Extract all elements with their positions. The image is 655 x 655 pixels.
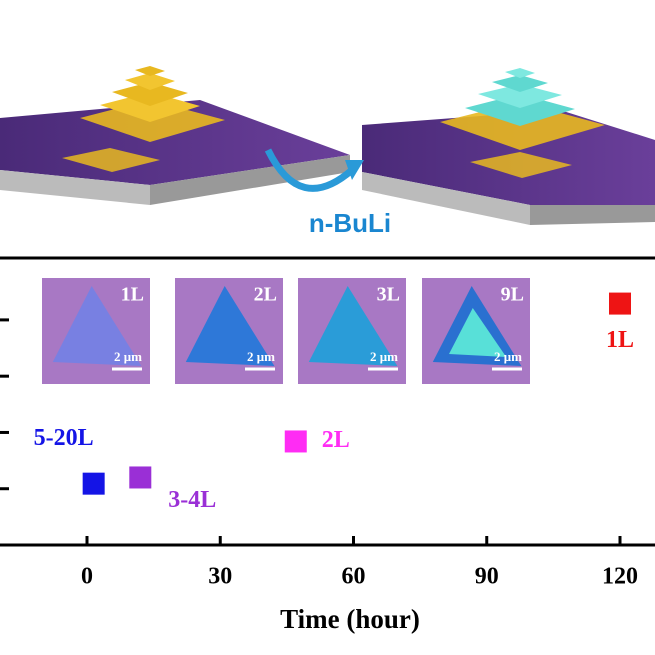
inset-label: 1L: [121, 284, 144, 306]
point: [129, 466, 152, 489]
flake: [52, 286, 142, 366]
flake: [308, 286, 398, 366]
scale-bar-label: 2 μm: [114, 349, 142, 364]
arrowhead: [345, 160, 364, 180]
x-axis-label: Time (hour): [280, 604, 420, 634]
point: [284, 430, 307, 453]
flake: [185, 286, 275, 366]
x-tick-label: 60: [342, 564, 366, 590]
scale-bar-label: 2 μm: [370, 349, 398, 364]
inset-label: 3L: [377, 284, 400, 306]
schematic-left: [0, 66, 350, 205]
reagent-label: n-BuLi: [309, 208, 391, 238]
series-label: 1L: [606, 327, 634, 353]
point: [609, 292, 631, 315]
inset-label: 2L: [254, 284, 277, 306]
series-label: 3-4L: [168, 487, 216, 513]
x-tick-label: 90: [475, 564, 499, 590]
point: [82, 472, 105, 495]
scale-bar-label: 2 μm: [494, 349, 522, 364]
schematic-right: [362, 68, 655, 225]
scale-bar-label: 2 μm: [247, 349, 275, 364]
x-tick-label: 0: [81, 564, 93, 590]
x-tick-label: 120: [602, 564, 638, 590]
series-label: 5-20L: [34, 425, 94, 451]
flake-core: [449, 308, 507, 357]
series-label: 2L: [322, 427, 350, 453]
inset-label: 9L: [501, 284, 524, 306]
x-tick-label: 30: [208, 564, 232, 590]
arrow: [264, 148, 355, 192]
